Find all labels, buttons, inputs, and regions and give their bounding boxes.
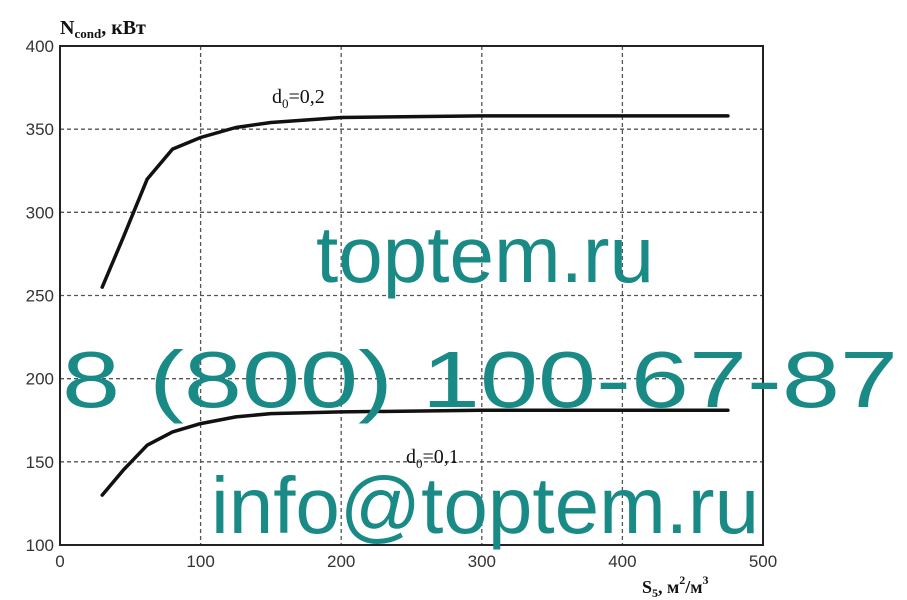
series-label-d0-01: d0=0,1 [406,446,459,471]
x-tick-label: 300 [468,552,496,571]
y-tick-label: 350 [26,120,54,139]
x-tick-label: 200 [327,552,355,571]
y-tick-label: 400 [26,37,54,56]
y-axis-title: Ncond, кВт [60,17,146,41]
watermark-site: toptem.ru [316,210,654,299]
y-tick-label: 300 [26,203,54,222]
y-tick-label: 100 [26,536,54,555]
watermark-email: info@toptem.ru [211,461,759,550]
watermark: toptem.ru 8 (800) 100-67-87 info@toptem.… [62,210,898,550]
y-tick-label: 200 [26,370,54,389]
y-tick-label: 250 [26,287,54,306]
watermark-phone: 8 (800) 100-67-87 [62,335,898,424]
y-tick-label: 150 [26,453,54,472]
plot-frame [59,45,764,546]
series-label-d0-02: d0=0,2 [272,86,325,111]
x-tick-label: 100 [186,552,214,571]
series-line-1 [100,408,730,497]
x-tick-label: 500 [749,552,777,571]
x-tick-label: 0 [55,552,64,571]
series-line-0 [100,114,730,289]
x-axis-title: S5, м2/м3 [642,573,709,600]
grid [60,46,763,545]
series-lines [100,114,730,497]
x-tick-label: 400 [608,552,636,571]
